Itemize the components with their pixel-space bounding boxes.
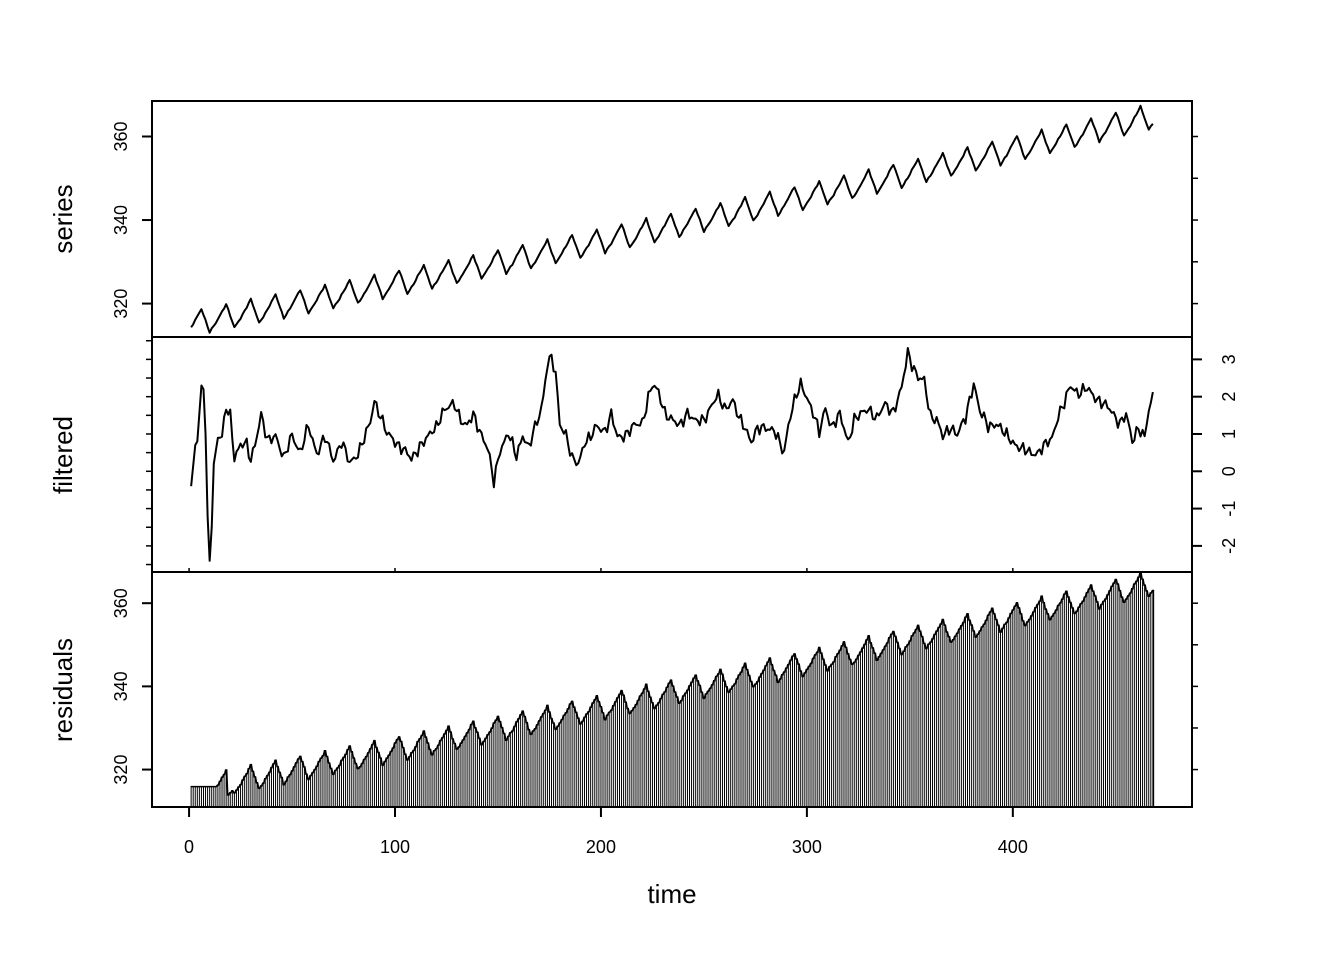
y-tick-label: 1 [1219, 429, 1239, 439]
panel-residuals-frame [151, 571, 1193, 808]
series-y-axis: 320 340 360 [111, 121, 152, 319]
series-line [190, 104, 1154, 334]
x-axis: 0 100 200 300 400 [184, 568, 1028, 857]
residuals-ylabel: residuals [48, 638, 78, 742]
x-tick-label: 400 [998, 837, 1028, 857]
residual-bars [190, 572, 1154, 807]
y-tick-label: -1 [1219, 501, 1239, 517]
y-tick-label: 320 [111, 755, 131, 785]
y-tick-label: 360 [111, 121, 131, 151]
series-ylabel: series [48, 184, 78, 253]
y-tick-label: 3 [1219, 354, 1239, 364]
panel-residuals: 320 340 360 residuals [48, 571, 1198, 807]
filtered-y-axis: -2 -1 0 1 2 3 [1192, 354, 1239, 554]
x-tick-label: 100 [380, 837, 410, 857]
panel-series: 320 340 360 series [48, 104, 1198, 334]
filtered-line [190, 347, 1154, 562]
y-tick-label: 2 [1219, 392, 1239, 402]
residuals-y-axis: 320 340 360 [111, 588, 152, 785]
x-tick-label: 0 [184, 837, 194, 857]
x-axis-title: time [647, 879, 696, 909]
y-tick-label: 0 [1219, 466, 1239, 476]
x-tick-label: 200 [586, 837, 616, 857]
y-tick-label: -2 [1219, 538, 1239, 554]
residual-outline [190, 571, 1155, 807]
y-tick-label: 360 [111, 588, 131, 618]
y-tick-label: 340 [111, 205, 131, 235]
y-tick-label: 340 [111, 671, 131, 701]
panel-filtered: -2 -1 0 1 2 3 filtered [48, 339, 1239, 566]
y-tick-label: 320 [111, 289, 131, 319]
filtered-ylabel: filtered [48, 416, 78, 494]
x-tick-label: 300 [792, 837, 822, 857]
